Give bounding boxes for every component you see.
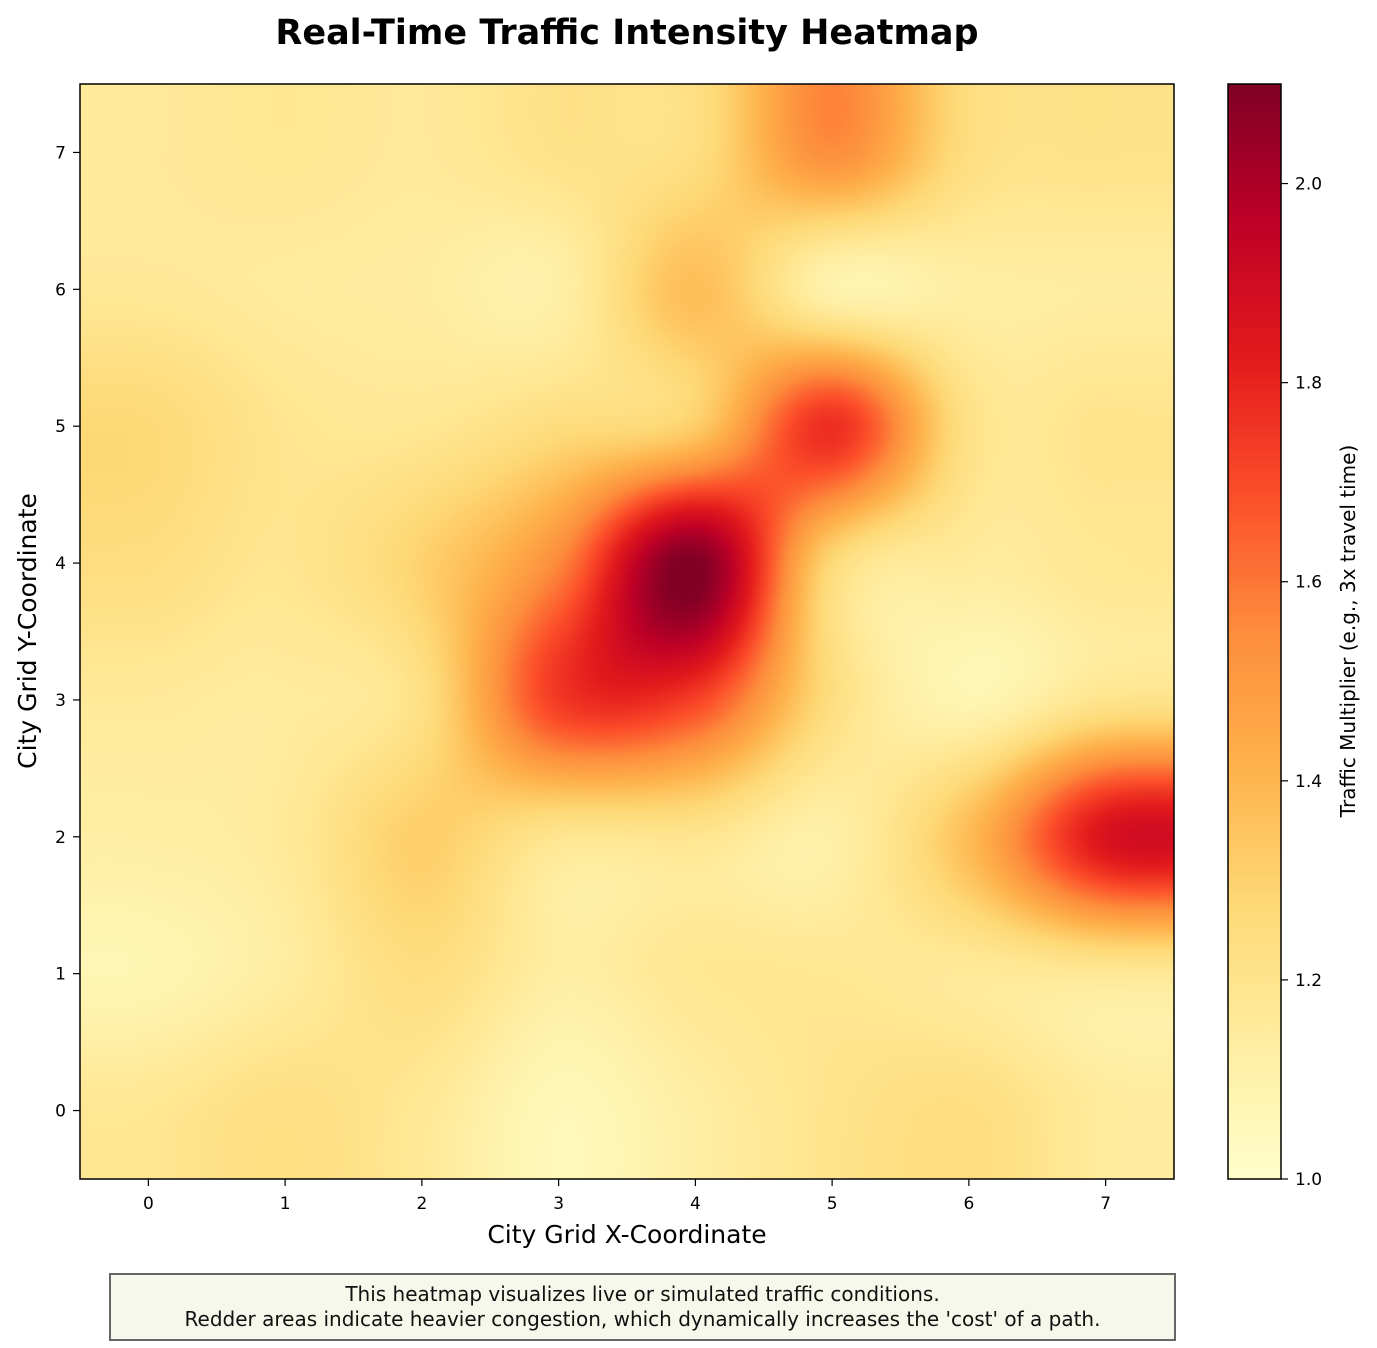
x-axis-ticks: 0 1 2 3 4 5 6 7	[143, 1179, 1111, 1214]
x-tick-label: 6	[963, 1194, 974, 1214]
x-tick-label: 4	[690, 1194, 701, 1214]
y-axis-label: City Grid Y-Coordinate	[13, 493, 42, 769]
x-axis-label: City Grid X-Coordinate	[487, 1220, 766, 1249]
x-tick-label: 0	[143, 1194, 154, 1214]
y-tick-label: 0	[55, 1102, 66, 1122]
y-tick-label: 4	[55, 554, 66, 574]
note-line-2: Redder areas indicate heavier congestion…	[184, 1307, 1101, 1331]
colorbar-tick-label: 1.4	[1295, 772, 1322, 792]
x-tick-label: 2	[416, 1194, 427, 1214]
x-tick-label: 1	[280, 1194, 291, 1214]
colorbar-ticks: 1.0 1.2 1.4 1.6 1.8 2.0	[1281, 175, 1322, 1190]
y-axis-ticks: 0 1 2 3 4 5 6 7	[55, 143, 80, 1122]
explanation-note: This heatmap visualizes live or simulate…	[109, 1273, 1176, 1341]
colorbar-tick-label: 1.8	[1295, 374, 1322, 394]
colorbar-tick-label: 1.0	[1295, 1170, 1322, 1190]
heatmap-image	[80, 84, 1174, 1179]
chart-title: Real-Time Traffic Intensity Heatmap	[275, 13, 978, 53]
y-tick-label: 2	[55, 828, 66, 848]
y-tick-label: 5	[55, 417, 66, 437]
y-tick-label: 1	[55, 965, 66, 985]
colorbar-tick-label: 1.2	[1295, 971, 1322, 991]
y-tick-label: 3	[55, 691, 66, 711]
colorbar-tick-label: 2.0	[1295, 175, 1322, 195]
x-tick-label: 7	[1100, 1194, 1111, 1214]
x-tick-label: 3	[553, 1194, 564, 1214]
colorbar	[1227, 83, 1282, 1180]
colorbar-label: Traffic Multiplier (e.g., 3x travel time…	[1336, 445, 1360, 819]
note-line-1: This heatmap visualizes live or simulate…	[345, 1282, 940, 1306]
plot-frame	[79, 83, 1175, 1180]
y-tick-label: 6	[55, 280, 66, 300]
y-tick-label: 7	[55, 143, 66, 163]
heatmap-chart: Real-Time Traffic Intensity Heatmap 0 1 2 3…	[13, 13, 1360, 1249]
colorbar-tick-label: 1.6	[1295, 573, 1322, 593]
x-tick-label: 5	[827, 1194, 838, 1214]
